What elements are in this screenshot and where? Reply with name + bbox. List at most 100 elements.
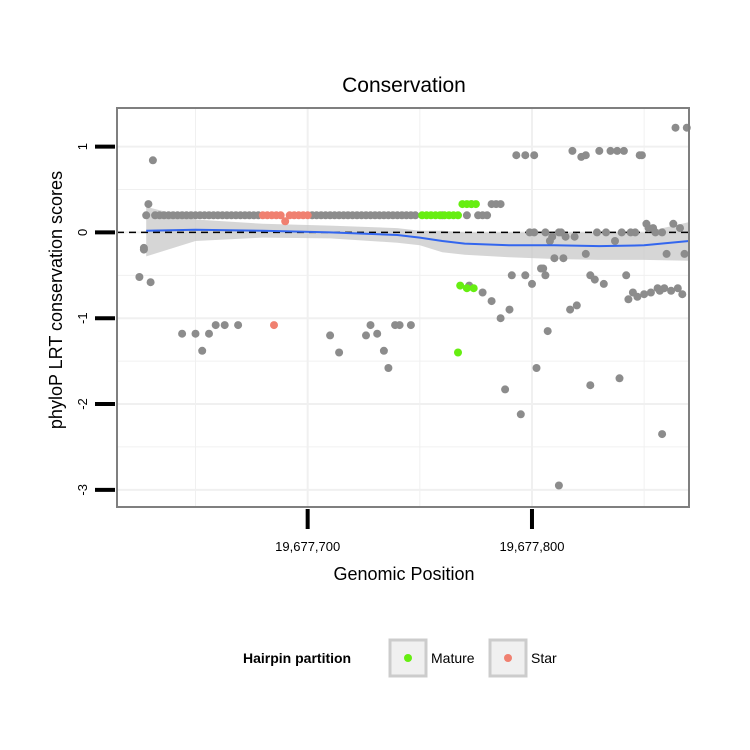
data-point xyxy=(326,331,335,340)
legend-dot-star xyxy=(504,654,512,662)
data-point-mature xyxy=(469,284,478,293)
data-point xyxy=(496,314,505,323)
data-point xyxy=(554,481,563,490)
data-point xyxy=(521,151,530,160)
data-point-mature xyxy=(471,200,480,209)
data-point xyxy=(581,249,590,258)
data-point xyxy=(548,232,557,241)
data-point xyxy=(541,228,550,237)
data-point xyxy=(637,151,646,160)
data-point xyxy=(631,228,640,237)
data-point xyxy=(335,348,344,357)
data-point xyxy=(512,151,521,160)
data-point xyxy=(586,381,595,390)
data-point xyxy=(617,228,626,237)
confidence-ribbon xyxy=(146,206,689,261)
data-point xyxy=(362,331,370,340)
data-point xyxy=(411,211,420,220)
data-point xyxy=(521,271,530,280)
data-point xyxy=(660,284,669,293)
data-point xyxy=(566,305,575,314)
smooth-trend-line xyxy=(146,228,690,248)
smooth-ribbon xyxy=(146,206,689,261)
data-point xyxy=(602,228,610,237)
data-point xyxy=(633,292,642,301)
data-point xyxy=(211,321,220,330)
data-point xyxy=(613,146,622,155)
data-point xyxy=(139,245,148,254)
data-point xyxy=(624,295,633,304)
data-point xyxy=(615,374,624,383)
data-point xyxy=(593,228,601,237)
data-point xyxy=(530,228,539,237)
data-point xyxy=(611,237,619,245)
data-point xyxy=(543,327,552,336)
data-point xyxy=(528,279,536,288)
data-point xyxy=(541,271,550,280)
data-point xyxy=(462,211,471,220)
data-point-star xyxy=(276,211,285,220)
data-point-mature xyxy=(454,348,462,357)
data-point xyxy=(646,288,655,297)
data-point xyxy=(395,321,404,330)
data-point xyxy=(507,271,516,280)
data-point xyxy=(178,329,187,338)
chart-title: Conservation xyxy=(342,74,466,97)
y-tick-label: -3 xyxy=(75,484,90,496)
data-point xyxy=(581,151,590,160)
smooth-line xyxy=(146,228,690,248)
data-point xyxy=(570,232,579,241)
data-point xyxy=(678,290,687,299)
data-point xyxy=(483,211,492,220)
data-point xyxy=(198,346,207,355)
data-point xyxy=(667,286,676,295)
data-point xyxy=(676,224,684,233)
data-point xyxy=(680,249,689,258)
data-point xyxy=(144,200,153,209)
data-point xyxy=(220,321,229,330)
data-point xyxy=(516,410,525,419)
data-point xyxy=(530,151,539,160)
x-tick-label: 19,677,800 xyxy=(499,539,564,554)
data-point xyxy=(658,228,667,237)
data-point xyxy=(373,329,382,338)
y-tick-label: 0 xyxy=(75,229,90,236)
data-point xyxy=(658,430,667,439)
data-point xyxy=(606,146,615,155)
data-point xyxy=(142,211,151,220)
data-point xyxy=(205,329,213,338)
data-point xyxy=(478,288,487,297)
data-point xyxy=(640,290,649,299)
data-point xyxy=(599,279,608,288)
data-point xyxy=(379,346,388,355)
data-point-star xyxy=(303,211,312,220)
y-tick-label: 1 xyxy=(75,143,90,150)
legend: Hairpin partition Mature Star xyxy=(243,638,557,678)
data-point xyxy=(619,146,628,155)
data-point xyxy=(501,385,510,394)
data-point xyxy=(550,254,559,263)
x-axis: 19,677,700 19,677,800 xyxy=(275,509,565,554)
legend-item-mature: Mature xyxy=(388,638,475,678)
legend-dot-mature xyxy=(404,654,412,662)
data-point xyxy=(622,271,631,280)
data-point xyxy=(561,232,570,241)
data-point xyxy=(505,305,514,314)
data-point xyxy=(148,156,157,165)
data-point xyxy=(406,321,415,330)
data-point xyxy=(590,275,599,284)
data-point xyxy=(496,200,505,209)
data-point xyxy=(539,264,548,273)
data-point xyxy=(191,329,200,338)
data-point xyxy=(234,321,243,330)
legend-label-mature: Mature xyxy=(431,650,475,666)
data-point-mature xyxy=(462,284,471,293)
data-point xyxy=(135,273,144,281)
data-point xyxy=(366,321,375,330)
data-point xyxy=(669,219,678,228)
data-point xyxy=(559,254,568,263)
data-point xyxy=(662,249,671,258)
data-point xyxy=(572,301,581,310)
data-point-mature xyxy=(454,211,462,220)
